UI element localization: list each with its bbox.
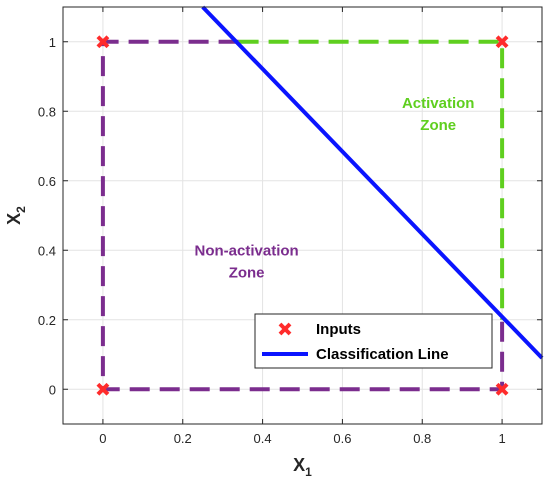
x-tick-label-3: 0.6 — [333, 431, 351, 446]
zone-annotation-1-line-1: Zone — [229, 264, 265, 281]
x-axis-label-subscript: 1 — [305, 465, 312, 479]
zone-annotation-0-line-1: Zone — [420, 117, 456, 134]
input-marker-2-stroke-b — [495, 382, 509, 396]
zone-annotation-1: Non-activation Zone — [195, 242, 299, 281]
classification-line-series — [201, 5, 544, 360]
y-axis-label: X2 — [4, 206, 28, 225]
x-tick-label-0: 0 — [99, 431, 106, 446]
x-tick-label-2: 0.4 — [254, 431, 272, 446]
legend-inputs-x-stroke-b — [278, 322, 292, 336]
zone-annotation-0: Activation Zone — [402, 95, 475, 134]
plot-area-frame — [62, 6, 543, 425]
x-axis-label-main: X — [293, 455, 305, 475]
zone-annotations: Activation Zone Non-activation Zone — [195, 95, 475, 282]
input-marker-3-stroke-b — [495, 35, 509, 49]
input-marker-2 — [495, 382, 509, 396]
y-tick-label-1: 0.2 — [38, 313, 56, 328]
y-tick-label-3: 0.6 — [38, 174, 56, 189]
legend-classification-line-label: Classification Line — [316, 346, 449, 363]
tick-labels: 0 0.2 0.4 0.6 0.8 1 0 0.2 0.4 0.6 0.8 1 — [38, 7, 542, 446]
y-axis-label-subscript: 2 — [14, 206, 28, 213]
legend-inputs-x — [278, 322, 292, 336]
y-axis-label-main: X — [4, 213, 24, 225]
classification-line — [201, 5, 544, 360]
input-marker-1-stroke-b — [96, 35, 110, 49]
y-tick-label-5: 1 — [49, 35, 56, 50]
x-axis-label: X1 — [293, 455, 312, 479]
legend: Inputs Classification Line — [254, 313, 493, 369]
inputs-series — [96, 35, 509, 396]
x-tick-label-1: 0.2 — [174, 431, 192, 446]
zone-annotation-0-line-0: Activation — [402, 95, 475, 112]
input-marker-0 — [96, 382, 110, 396]
input-marker-1 — [96, 35, 110, 49]
x-tick-label-5: 1 — [498, 431, 505, 446]
y-tick-label-4: 0.8 — [38, 104, 56, 119]
input-marker-3 — [495, 35, 509, 49]
legend-inputs-label: Inputs — [316, 321, 361, 338]
input-marker-0-stroke-b — [96, 382, 110, 396]
legend-inputs-marker — [278, 322, 292, 336]
y-tick-label-0: 0 — [49, 382, 56, 397]
zone-annotation-1-line-0: Non-activation — [195, 242, 299, 259]
x-tick-label-4: 0.8 — [413, 431, 431, 446]
legend-box — [254, 313, 493, 369]
y-tick-label-2: 0.4 — [38, 243, 56, 258]
